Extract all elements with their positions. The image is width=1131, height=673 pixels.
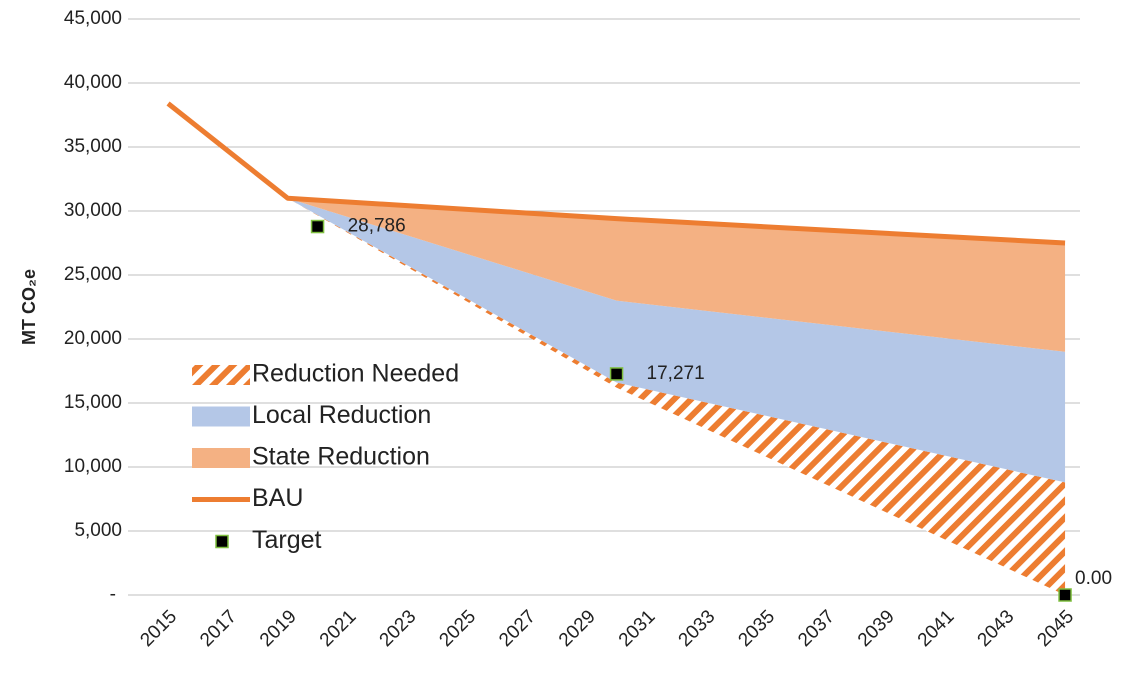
- x-tick-label: 2031: [615, 606, 660, 651]
- x-tick-label: 2029: [555, 606, 600, 651]
- y-tick-label: 20,000: [64, 328, 122, 349]
- area: [287, 198, 1066, 483]
- x-tick-label: 2021: [316, 606, 361, 651]
- x-tick-label: 2039: [854, 606, 899, 651]
- legend-swatch: [215, 534, 229, 549]
- data-label: 0.00: [1075, 568, 1112, 589]
- legend-swatch: [192, 448, 250, 468]
- legend-label: State Reduction: [252, 443, 430, 471]
- legend-label: Target: [252, 526, 322, 554]
- x-tick-label: 2033: [675, 606, 720, 651]
- area: [287, 198, 1066, 352]
- x-tick-label: 2019: [256, 606, 301, 651]
- area: [287, 198, 1066, 595]
- legend-label: Local Reduction: [252, 401, 431, 429]
- y-tick-label: 35,000: [64, 136, 122, 157]
- x-tick-label: 2041: [914, 606, 959, 651]
- x-tick-label: 2037: [794, 606, 839, 651]
- x-tick-label: 2023: [376, 606, 421, 651]
- legend-label: BAU: [252, 484, 303, 512]
- x-tick-label: 2045: [1033, 606, 1078, 651]
- x-tick-label: 2035: [734, 606, 779, 651]
- y-tick-label: 10,000: [64, 456, 122, 477]
- x-tick-label: 2043: [974, 606, 1019, 651]
- legend-swatch: [192, 365, 250, 385]
- x-tick-label: 2017: [196, 606, 241, 651]
- x-tick-label: 2015: [136, 606, 181, 651]
- y-tick-label: 25,000: [64, 264, 122, 285]
- x-tick-label: 2025: [435, 606, 480, 651]
- target-marker: [609, 367, 624, 381]
- legend: Reduction Needed Local Reduction State Red…: [192, 360, 459, 554]
- y-tick-label: 15,000: [64, 392, 122, 413]
- target-marker: [1058, 588, 1072, 602]
- data-label: 17,271: [647, 363, 705, 384]
- legend-label: Reduction Needed: [252, 360, 459, 388]
- y-tick-label: 5,000: [74, 520, 122, 541]
- y-tick-label: 40,000: [64, 72, 122, 93]
- legend-swatch: [192, 406, 250, 427]
- y-axis-label: MT CO₂e: [19, 269, 39, 345]
- y-tick-label: 30,000: [64, 200, 122, 221]
- x-tick-label: 2027: [495, 606, 540, 651]
- data-label: 28,786: [348, 216, 406, 237]
- line: [166, 101, 1066, 246]
- target-marker: [310, 219, 325, 234]
- y-tick-label: -: [110, 584, 116, 605]
- y-tick-label: 45,000: [64, 8, 122, 29]
